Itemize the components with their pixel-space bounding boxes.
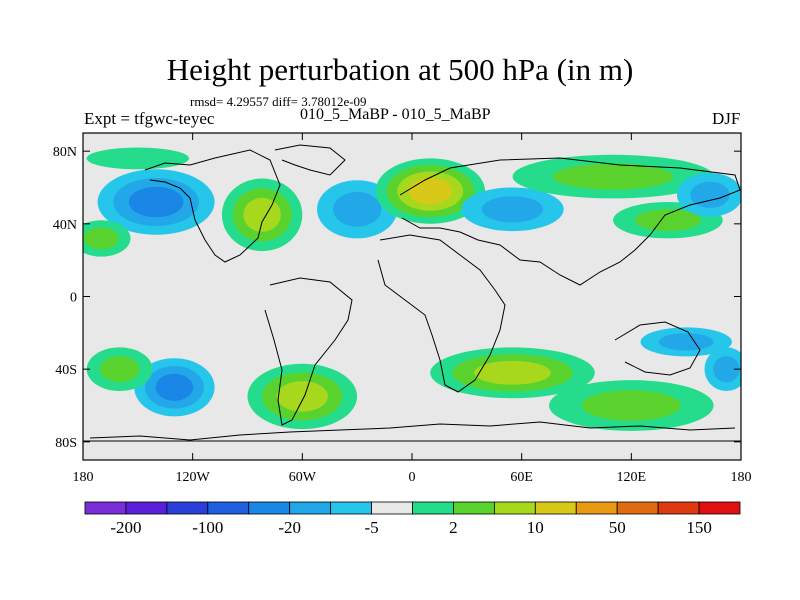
colorbar-swatch-9 <box>453 501 495 515</box>
anomaly-contour-13-1 <box>581 390 681 421</box>
colorbar-swatch-3 <box>207 501 250 515</box>
anomaly-field <box>83 147 741 431</box>
coastline-north-america <box>144 149 281 263</box>
x-tick-label-0: 180 <box>73 470 94 485</box>
colorbar-label-2: -20 <box>278 518 301 537</box>
colorbar-swatch-0 <box>84 501 127 515</box>
anomaly-contour-9-0 <box>86 147 189 170</box>
center-label: 010_5_MaBP - 010_5_MaBP <box>300 106 491 123</box>
coastline-australia <box>614 321 701 376</box>
colorbar-swatch-7 <box>371 501 413 515</box>
y-tick-label-4: 80S <box>55 436 77 451</box>
experiment-label: Expt = tfgwc-teyec <box>84 109 215 128</box>
colorbar-swatch-13 <box>616 501 659 515</box>
coastline-antarctica <box>89 421 736 441</box>
anomaly-contour-12-2 <box>474 360 551 385</box>
coastline-africa <box>377 234 506 393</box>
y-tick-label-0: 80N <box>53 145 77 160</box>
x-tick-label-3: 0 <box>409 470 416 485</box>
anomaly-contour-16-1 <box>658 333 714 351</box>
colorbar-label-4: 2 <box>449 518 458 537</box>
anomaly-contour-10-2 <box>155 373 194 401</box>
anomaly-contour-1-2 <box>243 197 281 232</box>
anomaly-contour-7-1 <box>635 209 701 232</box>
x-tick-label-4: 60E <box>510 470 533 485</box>
anomaly-contour-2-1 <box>83 227 119 250</box>
colorbar-label-1: -100 <box>192 518 223 537</box>
colorbar-label-3: -5 <box>365 518 379 537</box>
y-tick-label-2: 0 <box>70 291 77 306</box>
x-axis: 180 120W 60W 0 60E 120E 180 <box>73 133 752 485</box>
anomaly-contour-0-2 <box>128 186 184 218</box>
coastline-south-america <box>264 277 353 426</box>
y-axis: 80N 40N 0 40S 80S <box>53 145 741 451</box>
anomaly-contour-11-2 <box>276 381 328 412</box>
colorbar-swatch-2 <box>166 501 209 515</box>
coastline-greenland <box>274 144 346 176</box>
y-tick-label-3: 40S <box>55 363 77 378</box>
colorbar: -200 -100 -20 -5 2 10 50 150 <box>84 501 741 537</box>
anomaly-contour-14-1 <box>99 356 140 383</box>
anomaly-contour-15-1 <box>713 356 740 383</box>
colorbar-label-5: 10 <box>527 518 544 537</box>
season-label: DJF <box>712 109 741 128</box>
x-tick-label-5: 120E <box>617 470 647 485</box>
x-tick-label-1: 120W <box>176 470 211 485</box>
chart-title: Height perturbation at 500 hPa (in m) <box>166 52 634 87</box>
coastline-eurasia <box>399 157 741 286</box>
colorbar-swatch-11 <box>534 501 577 515</box>
colorbar-label-6: 50 <box>609 518 626 537</box>
colorbar-swatch-5 <box>289 501 332 515</box>
anomaly-contour-3-1 <box>333 191 382 227</box>
colorbar-swatch-14 <box>657 501 700 515</box>
x-tick-label-6: 180 <box>731 470 752 485</box>
colorbar-label-0: -200 <box>110 518 141 537</box>
colorbar-swatch-1 <box>125 501 168 515</box>
colorbar-swatch-4 <box>248 501 291 515</box>
x-tick-label-2: 60W <box>289 470 317 485</box>
anomaly-contour-6-1 <box>552 163 674 190</box>
colorbar-swatch-12 <box>575 501 618 515</box>
anomaly-contour-8-1 <box>690 181 730 208</box>
colorbar-swatch-10 <box>493 501 536 515</box>
stats-text: rmsd= 4.29557 diff= 3.78012e-09 <box>190 94 367 109</box>
colorbar-swatch-6 <box>330 501 372 515</box>
y-tick-label-1: 40N <box>53 218 77 233</box>
colorbar-label-7: 150 <box>686 518 712 537</box>
anomaly-contour-4-3 <box>408 178 453 205</box>
colorbar-swatch-15 <box>698 501 741 515</box>
colorbar-swatch-8 <box>412 501 454 515</box>
anomaly-contour-5-1 <box>481 196 544 223</box>
coastlines <box>89 144 741 441</box>
